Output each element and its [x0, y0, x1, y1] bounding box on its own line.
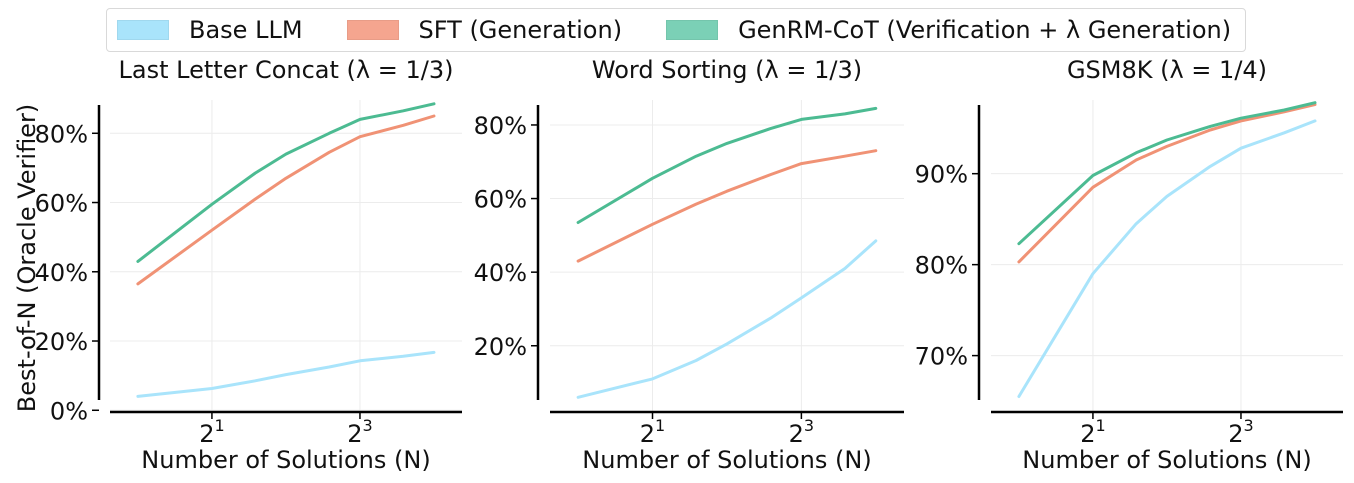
- chart-title: Word Sorting (λ = 1/3): [592, 56, 862, 84]
- legend-label-base-llm: Base LLM: [189, 16, 303, 44]
- series-line-sft-generation: [576, 149, 878, 263]
- y-tick-label: 60%: [474, 186, 527, 214]
- y-tick-label: 20%: [474, 333, 527, 361]
- y-tick-label: 70%: [915, 343, 968, 371]
- series-line-base-llm: [136, 350, 436, 398]
- x-tick-label: 23: [347, 416, 372, 448]
- series-line-base-llm: [1017, 119, 1317, 398]
- y-tick-label: 80%: [35, 120, 88, 148]
- x-axis-label: Number of Solutions (N): [141, 446, 430, 474]
- chart-panel-last-letter-concat: Last Letter Concat (λ = 1/3) 0% 20% 40% 60% 8…: [35, 56, 462, 474]
- y-tick-label: 80%: [915, 252, 968, 280]
- y-axis-label: Best-of-N (Oracle Verifier): [13, 104, 41, 412]
- chart-title: GSM8K (λ = 1/4): [1067, 56, 1267, 84]
- series-line-sft-generation: [136, 114, 436, 286]
- series-line-genrm-genrm-cot: [136, 102, 436, 263]
- series-line-genrm-genrm-cot: [576, 106, 878, 224]
- series-line-genrm-genrm-cot: [1017, 101, 1317, 246]
- chart-title: Last Letter Concat (λ = 1/3): [119, 56, 454, 84]
- x-axis-label: Number of Solutions (N): [582, 446, 871, 474]
- y-tick-label: 60%: [35, 190, 88, 218]
- x-tick-label: 21: [640, 416, 665, 448]
- chart-panel-word-sorting: Word Sorting (λ = 1/3) 20% 40% 60% 80% 21 23Nu…: [474, 56, 904, 474]
- legend-swatch-sft: [346, 20, 399, 40]
- legend-item-sft: SFT (Generation): [346, 16, 623, 44]
- y-tick-label: 90%: [915, 161, 968, 189]
- legend-label-genrm-cot: GenRM-CoT (Verification + λ Generation): [738, 16, 1232, 44]
- legend-item-genrm-cot: GenRM-CoT (Verification + λ Generation): [666, 16, 1231, 44]
- legend-swatch-base-llm: [117, 20, 169, 40]
- x-tick-label: 21: [1080, 416, 1105, 448]
- y-tick-label: 40%: [474, 259, 527, 287]
- series-line-base-llm: [576, 239, 878, 399]
- legend-label-sft: SFT (Generation): [418, 16, 623, 44]
- x-axis-label: Number of Solutions (N): [1022, 446, 1311, 474]
- series-line-sft-generation: [1017, 103, 1317, 264]
- legend: Base LLM SFT (Generation) GenRM-CoT (Ver…: [106, 8, 1246, 52]
- y-tick-label: 40%: [35, 259, 88, 287]
- y-tick-label: 20%: [35, 328, 88, 356]
- x-tick-label: 23: [789, 416, 814, 448]
- legend-item-base-llm: Base LLM: [117, 16, 303, 44]
- x-tick-label: 21: [199, 416, 224, 448]
- y-tick-label: 80%: [474, 112, 527, 140]
- x-tick-label: 23: [1228, 416, 1253, 448]
- y-tick-label: 0%: [50, 397, 88, 425]
- legend-swatch-genrm-cot: [666, 20, 719, 40]
